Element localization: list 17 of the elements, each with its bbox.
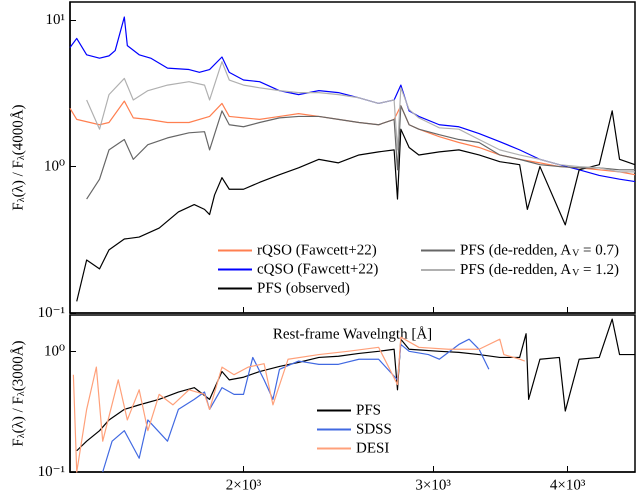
y-tick-label: 10¹ [46,12,65,28]
x-tick-label: 3×10³ [415,478,452,494]
x-tick-label: 2×10³ [226,478,262,494]
legend-label: SDSS [356,422,392,438]
y-tick-label: 10⁻¹ [38,464,65,480]
y-tick-label: 10⁰ [44,343,65,360]
y-tick-label: 10⁰ [44,158,65,175]
y-axis-title: Fλ(λ) / Fλ(3000Å) [10,340,28,447]
legend-label: rQSO (Fawcett+22) [257,242,377,258]
y-axis-title: Fλ(λ) / Fλ(4000Å) [10,104,28,211]
legend-label: PFS (observed) [257,280,350,296]
legend-label: DESI [356,440,390,456]
legend-label: PFS [356,402,382,418]
legend-label: cQSO (Fawcett+22) [257,262,378,278]
y-tick-label: 10⁻¹ [38,305,65,321]
x-tick-label: 4×10³ [550,478,586,494]
x-axis-title: Rest-frame Wavelngth [Å] [272,326,432,342]
